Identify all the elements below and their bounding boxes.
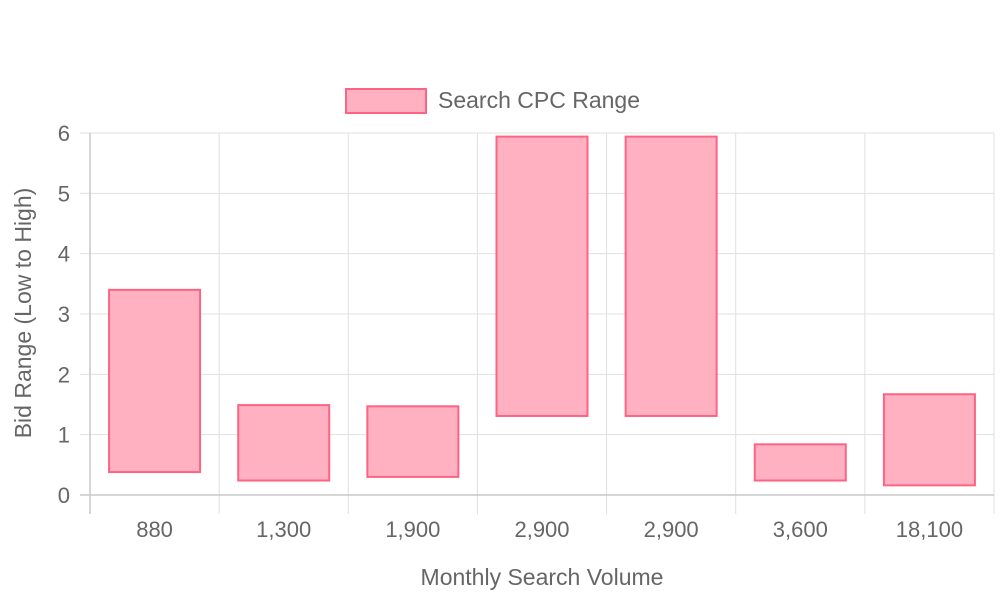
y-axis-title: Bid Range (Low to High) bbox=[10, 188, 36, 439]
x-tick-label: 3,600 bbox=[773, 517, 828, 542]
range-bar[interactable] bbox=[237, 404, 331, 482]
x-axis-title: Monthly Search Volume bbox=[421, 564, 664, 590]
range-bar[interactable] bbox=[366, 405, 460, 478]
legend-label[interactable]: Search CPC Range bbox=[438, 87, 640, 113]
range-bar[interactable] bbox=[753, 443, 847, 482]
x-tick-label: 18,100 bbox=[896, 517, 963, 542]
legend-swatch[interactable] bbox=[345, 88, 427, 114]
y-tick-label: 2 bbox=[58, 362, 70, 387]
range-bar[interactable] bbox=[495, 135, 589, 417]
y-tick-label: 0 bbox=[58, 483, 70, 508]
axes bbox=[80, 133, 994, 514]
legend[interactable]: Search CPC Range bbox=[345, 87, 640, 114]
range-bar[interactable] bbox=[108, 288, 202, 474]
y-tick-label: 3 bbox=[58, 302, 70, 327]
x-tick-label: 2,900 bbox=[514, 517, 569, 542]
range-bar[interactable] bbox=[624, 135, 718, 417]
y-tick-label: 6 bbox=[58, 121, 70, 146]
y-tick-label: 1 bbox=[58, 423, 70, 448]
x-tick-label: 1,300 bbox=[256, 517, 311, 542]
range-bar[interactable] bbox=[882, 393, 976, 487]
y-tick-label: 5 bbox=[58, 181, 70, 206]
tick-labels: 0 1 2 3 4 5 6 880 1,300 1,900 2,900 2,900 3,600 18,10… bbox=[58, 121, 963, 542]
y-tick-label: 4 bbox=[58, 242, 70, 267]
bars bbox=[108, 135, 976, 487]
x-tick-label: 1,900 bbox=[385, 517, 440, 542]
x-tick-label: 880 bbox=[136, 517, 173, 542]
x-tick-label: 2,900 bbox=[644, 517, 699, 542]
